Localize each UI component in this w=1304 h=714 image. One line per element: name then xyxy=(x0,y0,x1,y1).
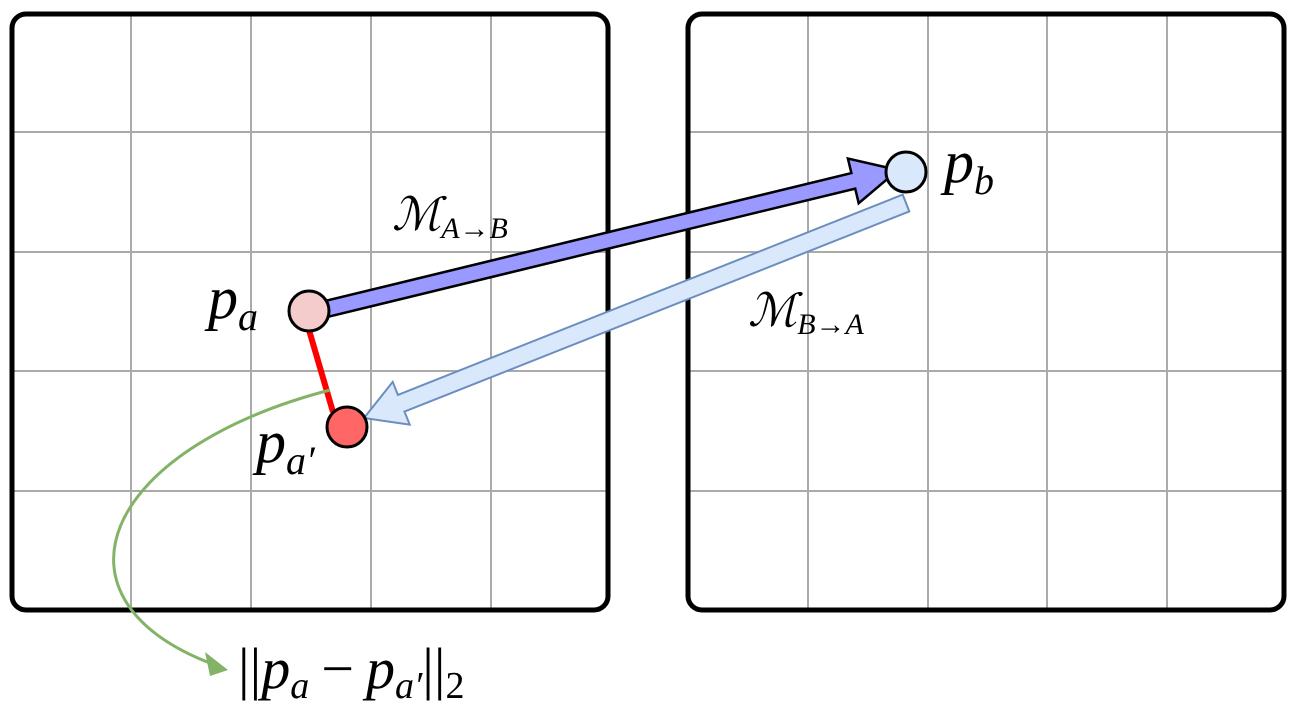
s1: a xyxy=(290,665,309,707)
label-m-ab: ℳA→B xyxy=(392,189,508,245)
arrow-a-to-b xyxy=(318,156,901,320)
open: || xyxy=(238,636,261,701)
base: p xyxy=(204,265,238,331)
sub: a xyxy=(238,294,258,339)
base: p xyxy=(940,129,974,195)
curve-arrow xyxy=(112,388,331,667)
grid-right xyxy=(688,14,1284,610)
minus: − xyxy=(321,636,354,701)
grid-left xyxy=(12,14,608,610)
sub: b xyxy=(974,158,994,203)
sub: B→A xyxy=(797,308,864,341)
label-pa: pa xyxy=(204,265,258,339)
sub: a′ xyxy=(286,438,316,483)
base: p xyxy=(252,409,286,475)
point-a xyxy=(287,289,331,333)
distance-formula: ||pa − pa′||2 xyxy=(238,636,465,707)
base: ℳ xyxy=(392,189,447,240)
p1: p xyxy=(257,636,290,701)
arrow-b-to-a xyxy=(362,193,911,426)
p2: p xyxy=(362,636,395,701)
close: || xyxy=(422,636,445,701)
error-line xyxy=(306,329,336,413)
point-a-prime xyxy=(325,405,369,449)
sub: 2 xyxy=(446,665,465,707)
curve-arrow-head xyxy=(205,652,228,676)
base: ℳ xyxy=(748,285,803,336)
label-pa-prime: pa′ xyxy=(252,409,316,483)
sub: A→B xyxy=(439,212,508,245)
label-pb: pb xyxy=(940,129,994,203)
point-b xyxy=(884,150,928,194)
s2: a′ xyxy=(395,665,423,707)
label-m-ba: ℳB→A xyxy=(748,285,865,341)
panel-b xyxy=(685,11,1287,613)
